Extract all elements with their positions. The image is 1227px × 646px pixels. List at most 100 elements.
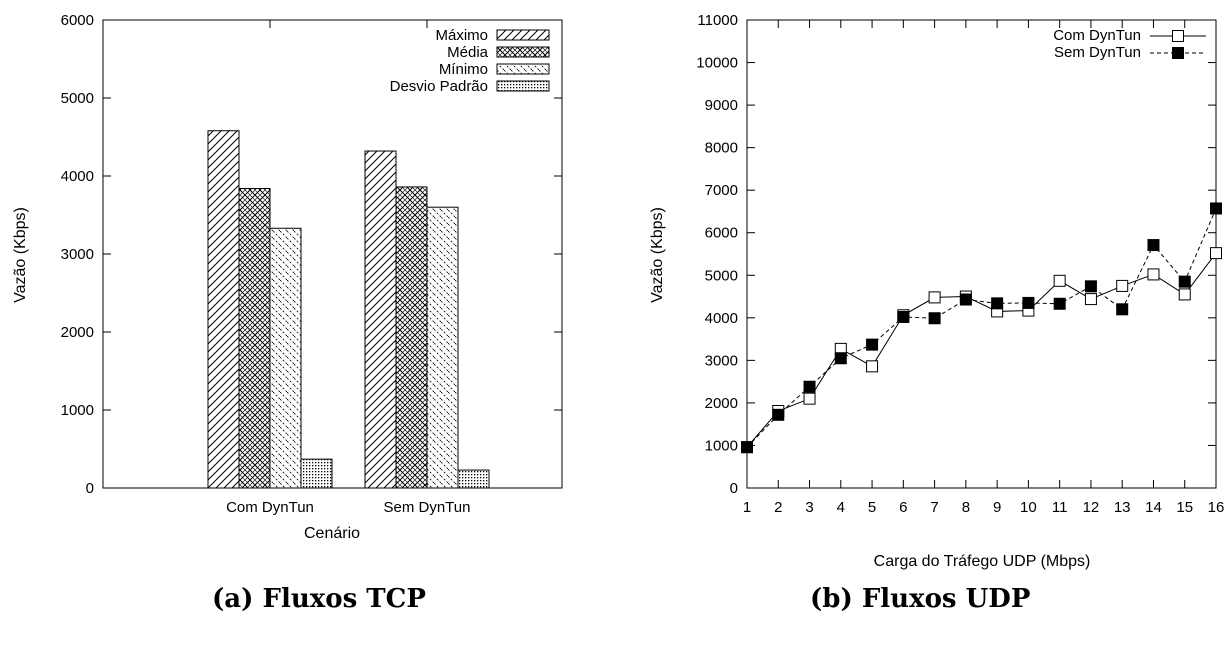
udp-y-tick-label: 9000 bbox=[705, 97, 738, 114]
tcp-x-axis-label: Cenário bbox=[304, 525, 360, 542]
udp-x-tick-label: 9 bbox=[993, 499, 1001, 516]
tcp-bar-chart: 0 1000 2000 3000 4000 5000 6000 Com DynTun Sem D… bbox=[12, 12, 563, 542]
udp-y-tick-label: 2000 bbox=[705, 395, 738, 412]
tcp-bar-0-0 bbox=[207, 130, 240, 489]
tcp-bar-1-0 bbox=[364, 150, 397, 489]
udp-point-1-6 bbox=[928, 312, 941, 325]
udp-x-tick-label: 1 bbox=[743, 499, 751, 516]
tcp-legend-label: Mínimo bbox=[439, 61, 488, 78]
tcp-y-tick-label: 4000 bbox=[61, 168, 94, 185]
udp-point-1-8 bbox=[991, 297, 1004, 310]
udp-point-1-4 bbox=[866, 338, 879, 351]
udp-x-axis-label: Carga do Tráfego UDP (Mbps) bbox=[874, 553, 1091, 570]
udp-point-0-11 bbox=[1084, 293, 1097, 306]
udp-axes: 0 1000 2000 3000 4000 5000 6000 7000 8000 9000 100… bbox=[696, 12, 1224, 516]
udp-point-0-4 bbox=[866, 360, 879, 373]
udp-y-tick-label: 1000 bbox=[705, 437, 738, 454]
udp-x-tick-label: 14 bbox=[1145, 499, 1162, 516]
figure-tcp: 0 1000 2000 3000 4000 5000 6000 Com DynTun Sem D… bbox=[0, 0, 600, 646]
tcp-legend-swatch bbox=[496, 46, 550, 58]
udp-legend-marker bbox=[1172, 30, 1184, 42]
udp-y-tick-label: 8000 bbox=[705, 140, 738, 157]
udp-y-tick-label: 10000 bbox=[696, 55, 738, 72]
tcp-bar-0-1 bbox=[238, 187, 271, 489]
udp-legend-label: Sem DynTun bbox=[1054, 44, 1141, 61]
udp-x-tick-label: 8 bbox=[962, 499, 970, 516]
tcp-legend-swatch bbox=[496, 29, 550, 41]
udp-x-tick-label: 7 bbox=[930, 499, 938, 516]
udp-y-tick-label: 6000 bbox=[705, 225, 738, 242]
udp-point-1-7 bbox=[959, 293, 972, 306]
udp-point-0-13 bbox=[1147, 268, 1160, 281]
udp-x-tick-label: 16 bbox=[1208, 499, 1225, 516]
tcp-y-tick-label: 5000 bbox=[61, 90, 94, 107]
tcp-bar-0-2 bbox=[269, 227, 302, 489]
udp-point-1-3 bbox=[834, 352, 847, 365]
tcp-y-tick-label: 2000 bbox=[61, 324, 94, 341]
udp-lines bbox=[741, 202, 1222, 454]
tcp-bar-0-3 bbox=[300, 458, 333, 489]
figure-udp: 0 1000 2000 3000 4000 5000 6000 7000 8000 9000 100… bbox=[610, 0, 1227, 646]
tcp-plot-frame bbox=[102, 19, 563, 489]
udp-point-0-12 bbox=[1116, 279, 1129, 292]
udp-x-tick-label: 2 bbox=[774, 499, 782, 516]
caption-udp: (b) Fluxos UDP bbox=[810, 584, 1031, 614]
tcp-y-tick-label: 3000 bbox=[61, 246, 94, 263]
tcp-y-tick-label: 0 bbox=[86, 480, 94, 497]
udp-point-1-0 bbox=[741, 441, 753, 454]
udp-legend-label: Com DynTun bbox=[1053, 27, 1141, 44]
tcp-category-label: Sem DynTun bbox=[384, 499, 471, 516]
tcp-legend-swatch bbox=[496, 80, 550, 92]
tcp-y-tick-label: 6000 bbox=[61, 12, 94, 29]
tcp-legend-label: Média bbox=[447, 44, 489, 61]
udp-point-1-15 bbox=[1210, 202, 1222, 215]
udp-y-tick-label: 7000 bbox=[705, 182, 738, 199]
udp-line-chart: 0 1000 2000 3000 4000 5000 6000 7000 8000 9000 100… bbox=[649, 12, 1224, 570]
tcp-legend-label: Desvio Padrão bbox=[390, 78, 488, 95]
udp-point-1-13 bbox=[1147, 239, 1160, 252]
udp-point-0-14 bbox=[1178, 288, 1191, 301]
tcp-bars bbox=[207, 130, 490, 489]
tcp-y-tick-label: 1000 bbox=[61, 402, 94, 419]
udp-x-tick-label: 4 bbox=[837, 499, 845, 516]
udp-point-0-2 bbox=[803, 392, 816, 405]
udp-point-1-12 bbox=[1116, 303, 1129, 316]
tcp-bar-1-2 bbox=[426, 206, 459, 489]
tcp-axes: 0 1000 2000 3000 4000 5000 6000 Com DynTun Sem D… bbox=[61, 12, 563, 516]
udp-point-1-5 bbox=[897, 310, 910, 323]
tcp-bar-1-1 bbox=[395, 186, 428, 489]
tcp-category-label: Com DynTun bbox=[226, 499, 314, 516]
udp-y-tick-label: 4000 bbox=[705, 310, 738, 327]
udp-series-line-0 bbox=[746, 252, 1217, 448]
caption-tcp: (a) Fluxos TCP bbox=[212, 584, 426, 614]
udp-point-1-14 bbox=[1178, 275, 1191, 288]
udp-point-1-11 bbox=[1084, 280, 1097, 293]
udp-x-tick-label: 12 bbox=[1083, 499, 1100, 516]
udp-point-1-9 bbox=[1022, 296, 1035, 309]
tcp-bar-1-3 bbox=[457, 469, 490, 489]
udp-series-line-1 bbox=[746, 208, 1217, 448]
udp-y-tick-label: 0 bbox=[730, 480, 738, 497]
udp-point-0-10 bbox=[1053, 274, 1066, 287]
udp-legend-marker bbox=[1172, 47, 1184, 59]
udp-y-axis-label: Vazão (Kbps) bbox=[649, 207, 666, 303]
udp-x-tick-label: 11 bbox=[1052, 499, 1068, 516]
udp-x-tick-label: 6 bbox=[899, 499, 907, 516]
udp-y-tick-label: 11000 bbox=[697, 12, 738, 29]
tcp-legend-swatch bbox=[496, 63, 550, 75]
udp-y-tick-label: 5000 bbox=[705, 267, 738, 284]
udp-x-tick-label: 10 bbox=[1020, 499, 1037, 516]
udp-x-tick-label: 13 bbox=[1114, 499, 1131, 516]
udp-x-tick-label: 15 bbox=[1176, 499, 1193, 516]
udp-x-tick-label: 5 bbox=[868, 499, 876, 516]
udp-x-tick-label: 3 bbox=[805, 499, 813, 516]
udp-point-1-1 bbox=[772, 408, 785, 421]
tcp-y-axis-label: Vazão (Kbps) bbox=[12, 207, 29, 303]
udp-point-0-6 bbox=[928, 291, 941, 304]
udp-point-1-10 bbox=[1053, 297, 1066, 310]
udp-y-tick-label: 3000 bbox=[705, 352, 738, 369]
udp-point-1-2 bbox=[803, 380, 816, 393]
udp-point-0-15 bbox=[1210, 247, 1222, 260]
